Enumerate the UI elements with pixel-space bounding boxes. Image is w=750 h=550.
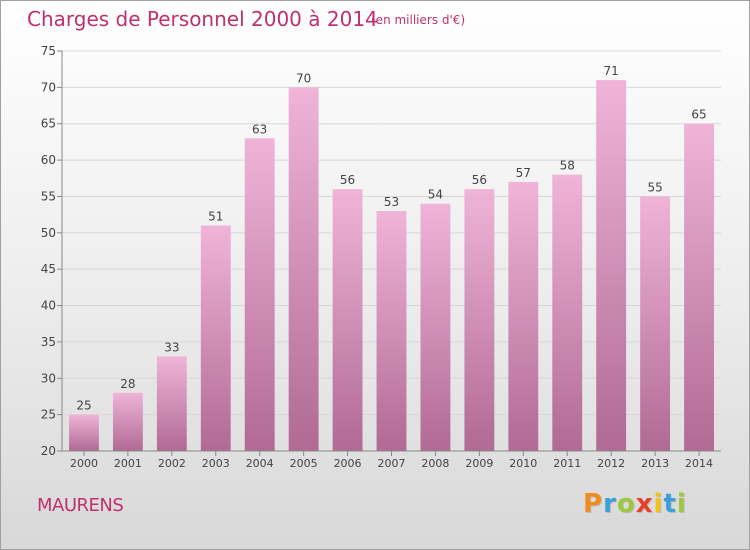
y-tick-label: 45	[41, 262, 56, 276]
x-tick-label: 2001	[114, 457, 142, 470]
bar-2009	[464, 189, 495, 451]
chart-title: Charges de Personnel 2000 à 2014	[27, 7, 378, 31]
logo-letter: t	[663, 489, 677, 519]
y-tick-label: 55	[41, 189, 56, 203]
x-tick-label: 2000	[70, 457, 98, 470]
bar-2011	[552, 174, 583, 452]
data-label: 63	[252, 122, 267, 136]
bar-2012	[596, 80, 627, 451]
bar-2001	[112, 392, 143, 451]
data-label: 70	[296, 71, 311, 85]
x-tick-label: 2014	[685, 457, 713, 470]
data-label: 58	[560, 159, 575, 173]
x-tick-label: 2002	[158, 457, 186, 470]
x-tick-label: 2003	[202, 457, 230, 470]
y-tick-label: 60	[41, 153, 56, 167]
x-tick-label: 2004	[246, 457, 274, 470]
data-label: 56	[472, 173, 487, 187]
data-label: 33	[164, 340, 179, 354]
x-tick-label: 2013	[641, 457, 669, 470]
logo-letter: r	[603, 489, 617, 519]
y-tick-label: 30	[41, 371, 56, 385]
x-tick-label: 2009	[465, 457, 493, 470]
data-label: 51	[208, 210, 223, 224]
data-label: 65	[691, 108, 706, 122]
bar-2010	[508, 181, 539, 451]
y-tick-label: 35	[41, 335, 56, 349]
logo-letter: P	[583, 489, 604, 519]
data-label: 53	[384, 195, 399, 209]
proxiti-logo: Proxiti	[583, 489, 687, 519]
data-label: 28	[120, 377, 135, 391]
data-label: 54	[428, 188, 443, 202]
bar-2000	[69, 414, 99, 451]
y-tick-label: 40	[41, 299, 56, 313]
x-tick-label: 2011	[553, 457, 581, 470]
data-label: 71	[604, 64, 619, 78]
x-tick-label: 2008	[421, 457, 449, 470]
x-tick-label: 2012	[597, 457, 625, 470]
x-tick-label: 2007	[378, 457, 406, 470]
logo-letter: o	[616, 489, 636, 519]
bar-2006	[332, 189, 363, 451]
data-label: 57	[516, 166, 531, 180]
logo-letter: x	[635, 489, 654, 519]
axes: 20 25 30 35 40 45 50 55 60 65 70 75 2000 2001 2002 2003…	[41, 44, 721, 470]
y-tick-label: 50	[41, 226, 56, 240]
bar-2004	[244, 138, 275, 452]
y-tick-label: 75	[41, 44, 56, 58]
bars: 25 28 33 51 63 70 56 53 54 56 57 58 71 55 65	[69, 64, 714, 452]
logo-letter: i	[653, 489, 664, 519]
bar-2013	[640, 196, 671, 451]
bar-2003	[200, 225, 231, 451]
y-tick-label: 25	[41, 408, 56, 422]
x-tick-label: 2005	[290, 457, 318, 470]
x-tick-label: 2006	[334, 457, 362, 470]
bar-2002	[156, 356, 187, 451]
x-tick-label: 2010	[509, 457, 537, 470]
bar-2007	[376, 211, 407, 451]
commune-name: MAURENS	[37, 495, 124, 516]
y-tick-label: 20	[41, 444, 56, 458]
bar-2008	[420, 203, 451, 451]
chart-subtitle: (en milliers d'€)	[371, 13, 466, 27]
data-label: 25	[76, 399, 91, 413]
data-label: 55	[647, 180, 662, 194]
bar-2014	[684, 123, 714, 452]
y-tick-label: 70	[41, 80, 56, 94]
logo-letter: i	[676, 489, 687, 519]
bar-2005	[288, 87, 319, 451]
data-label: 56	[340, 173, 355, 187]
y-tick-label: 65	[41, 117, 56, 131]
